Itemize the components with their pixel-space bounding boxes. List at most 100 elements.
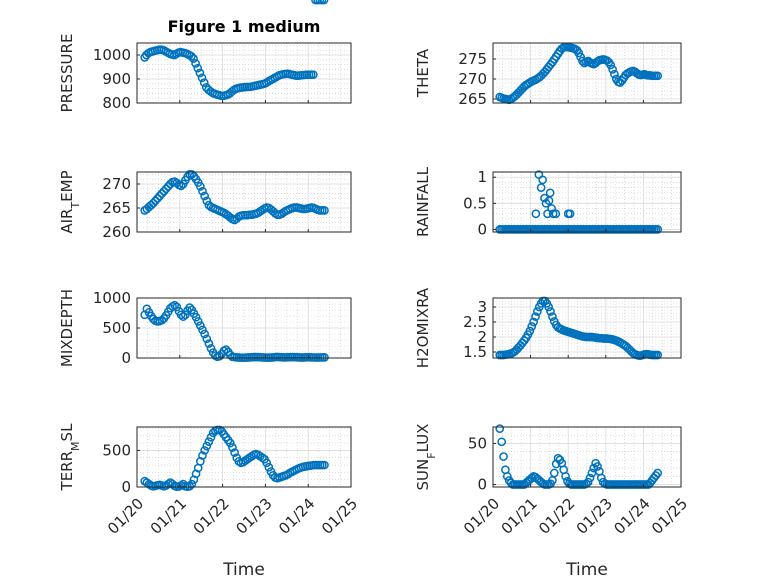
data-point: [199, 78, 209, 87]
x-tick-label: 01/25: [318, 495, 361, 538]
data-point: [195, 321, 205, 330]
data-point: [320, 353, 329, 362]
axes-box: [492, 171, 682, 233]
data-point: [549, 468, 559, 478]
data-point: [546, 307, 555, 316]
y-axis-label: THETA: [414, 48, 432, 98]
data-point: [529, 317, 538, 327]
data-point: [155, 191, 165, 201]
x-tick-label: 01/24: [610, 495, 653, 538]
data-point: [495, 424, 505, 433]
data-point: [187, 51, 196, 61]
y-tick-label: 900: [102, 70, 131, 88]
y-axis-label: AIRTEMP: [58, 170, 82, 233]
y-tick-label: 50: [468, 434, 487, 452]
data-point: [195, 68, 205, 78]
y-tick-label: 1000: [93, 46, 131, 64]
x-tick-label: 01/23: [232, 495, 275, 538]
data-point: [608, 65, 617, 74]
y-tick-label: 0.5: [463, 194, 487, 212]
data-point: [320, 460, 329, 470]
data-point: [308, 70, 318, 80]
data-point: [225, 438, 235, 448]
data-point: [153, 194, 162, 203]
data-point: [543, 209, 552, 219]
data-point: [198, 325, 207, 335]
data-point: [151, 196, 160, 206]
y-tick-label: 500: [102, 319, 131, 337]
data-point: [538, 175, 547, 185]
data-point: [191, 59, 200, 68]
data-point: [320, 206, 329, 215]
x-tick-label: 01/22: [190, 495, 233, 538]
data-point: [215, 351, 224, 361]
data-series: [495, 296, 663, 360]
data-point: [157, 315, 167, 325]
data-point: [653, 225, 663, 234]
data-point: [525, 326, 535, 336]
data-point: [576, 52, 585, 62]
data-point: [200, 329, 209, 339]
subplot-1: 800 900 1000 PRESSURE Figure 1 medium: [58, 0, 352, 112]
y-tick-label: 1000: [93, 289, 131, 307]
data-point: [574, 48, 584, 58]
data-point: [531, 209, 541, 219]
data-point: [527, 322, 537, 331]
data-point: [206, 432, 216, 442]
y-tick-label: 3: [477, 298, 487, 316]
data-point: [202, 441, 212, 451]
data-point: [653, 350, 663, 360]
data-point: [548, 312, 557, 321]
data-point: [544, 302, 553, 312]
data-point: [198, 451, 207, 460]
x-tick-label: 01/21: [498, 495, 541, 538]
data-point: [230, 448, 239, 457]
y-tick-label: 1: [477, 168, 487, 186]
subplot-2: 265 270 275 THETA: [414, 42, 682, 108]
x-tick-label: 01/21: [147, 495, 190, 538]
data-point: [161, 184, 171, 194]
data-point: [170, 300, 180, 310]
data-point: [606, 60, 616, 70]
data-point: [185, 481, 194, 491]
data-point: [593, 462, 602, 471]
x-tick-label: 01/24: [275, 495, 318, 538]
data-point: [228, 443, 237, 452]
y-tick-label: 2.5: [463, 313, 487, 331]
data-point: [551, 209, 561, 219]
data-point: [202, 334, 212, 344]
y-tick-label: 500: [102, 441, 131, 459]
data-point: [157, 189, 167, 198]
data-point: [193, 317, 203, 326]
y-tick-label: 0: [477, 476, 487, 494]
data-point: [531, 312, 540, 321]
y-tick-label: 265: [102, 199, 131, 217]
data-point: [565, 209, 575, 219]
x-tick-label: 01/25: [648, 495, 691, 538]
data-point: [204, 339, 214, 348]
data-point: [176, 310, 186, 320]
subplot-4: 0 0.5 1 RAINFALL: [414, 166, 682, 238]
axes-box: [492, 426, 682, 488]
data-point: [195, 182, 205, 191]
data-point: [200, 446, 209, 455]
y-tick-label: 270: [458, 70, 487, 88]
x-axis-label: Time: [565, 560, 608, 580]
data-point: [193, 63, 203, 73]
data-point: [202, 196, 212, 206]
y-tick-label: 2: [477, 328, 487, 346]
axes-box: [136, 42, 352, 104]
data-point: [197, 73, 207, 83]
data-point: [540, 296, 550, 306]
subplot-6: 1.522.53 H2OMIXRA: [414, 287, 682, 368]
data-series: [495, 170, 663, 234]
data-point: [548, 209, 558, 219]
y-axis-label: H2OMIXRA: [414, 287, 432, 368]
subplot-7: 0 500 01/20 01/21 01/22 01/23 01/24 01/25 TERRMS…: [58, 423, 361, 580]
data-series: [140, 425, 329, 491]
y-tick-label: 0: [477, 220, 487, 238]
x-tick-label: 01/20: [460, 495, 503, 538]
data-point: [653, 71, 663, 81]
x-tick-label: 01/23: [573, 495, 616, 538]
